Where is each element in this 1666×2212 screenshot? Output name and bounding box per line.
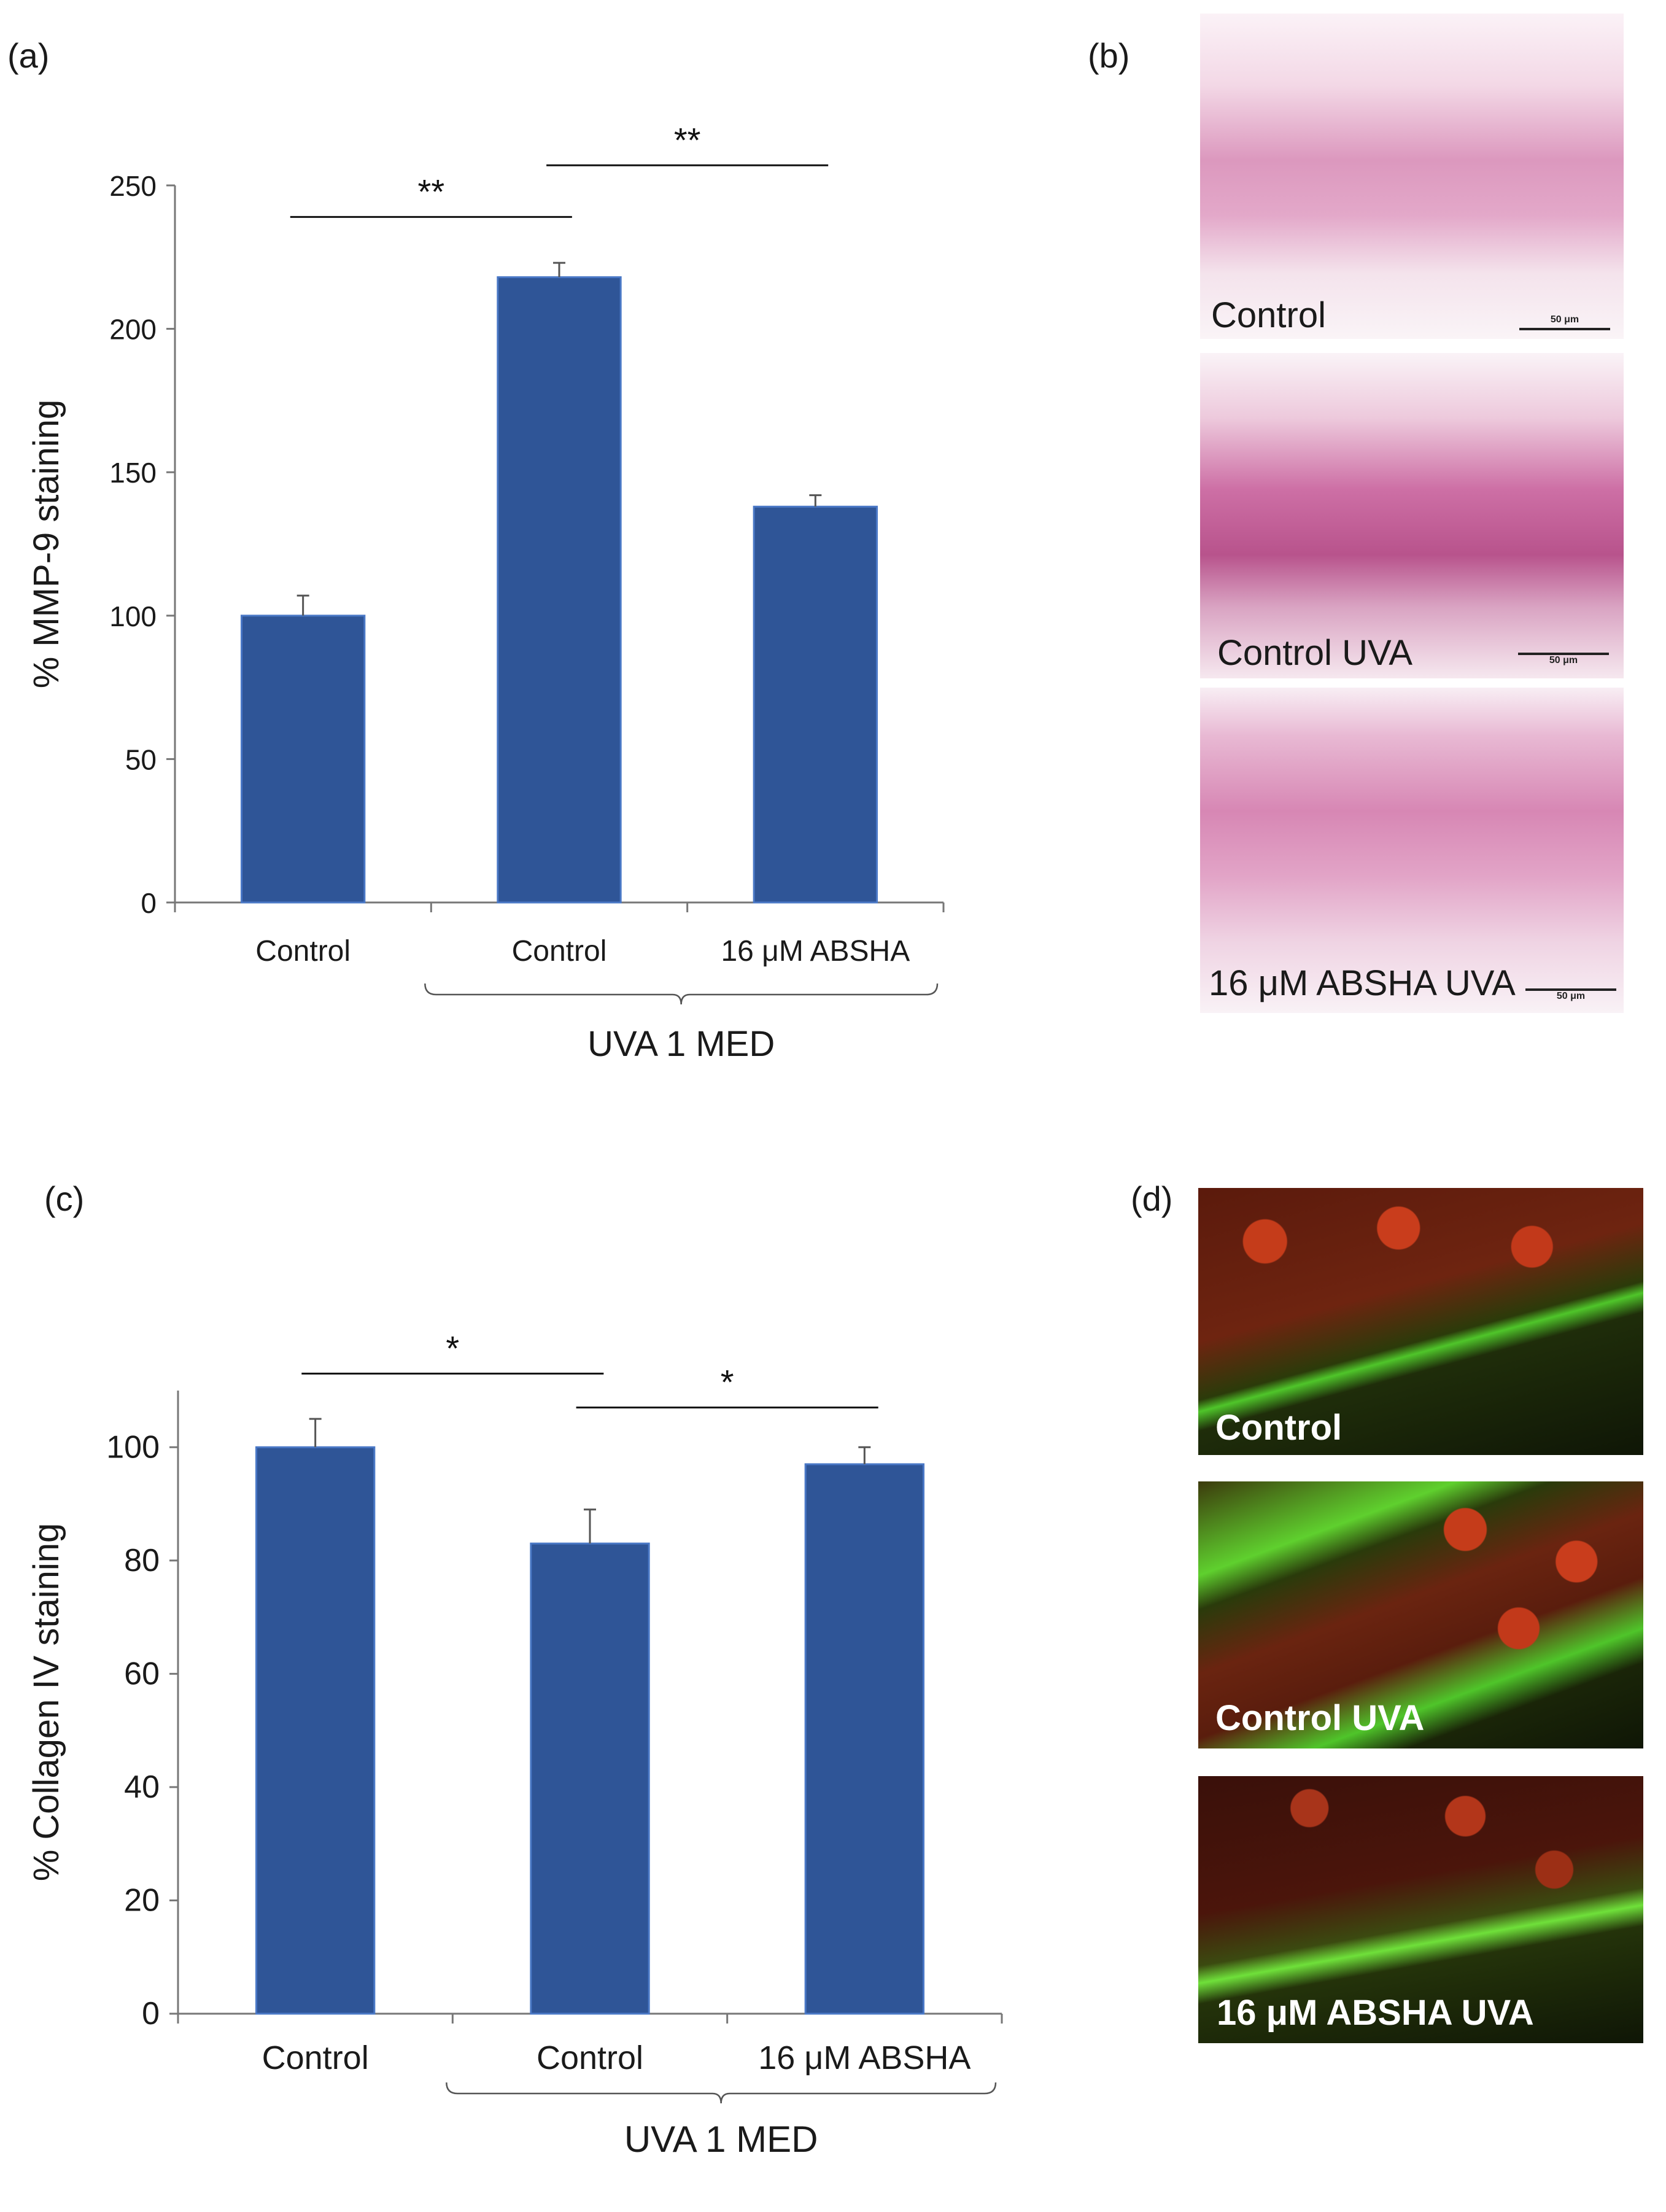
y-tick-label: 60 — [124, 1656, 160, 1691]
significance-marker: * — [446, 1329, 459, 1367]
bar — [241, 615, 366, 904]
y-tick-label: 100 — [109, 600, 157, 632]
x-category-label: 16 μM ABSHA — [721, 935, 910, 968]
y-tick-label: 0 — [142, 1996, 160, 2032]
micrograph-b-control-uva: Control UVA 50 μm — [1200, 353, 1624, 678]
group-brace — [446, 2082, 997, 2104]
scale-bar — [1519, 328, 1610, 330]
scale-bar-label: 50 μm — [1556, 991, 1586, 1001]
micrograph-d-control-uva: Control UVA — [1198, 1481, 1643, 1748]
x-category-label: Control — [512, 935, 607, 968]
x-category-label: 16 μM ABSHA — [758, 2039, 971, 2076]
bar — [497, 276, 622, 904]
y-tick-label: 150 — [109, 457, 157, 489]
significance-marker: ** — [674, 120, 701, 159]
y-tick-label: 250 — [109, 170, 157, 202]
scale-bar — [1518, 653, 1609, 655]
y-tick-label: 100 — [106, 1429, 160, 1465]
micrograph-d-absha-uva: 16 μM ABSHA UVA — [1198, 1776, 1643, 2043]
x-category-label: Control — [537, 2039, 643, 2076]
micrograph-b-absha-uva: 16 μM ABSHA UVA 50 μm — [1200, 688, 1624, 1013]
significance-marker: ** — [418, 172, 445, 211]
x-category-label: Control — [255, 935, 351, 968]
y-tick-label: 0 — [141, 887, 157, 919]
collagen-iv-bar-chart: 0 20 40 60 80 100 Control Control 16 μM ABSHA * * U… — [26, 1329, 1003, 2160]
panel-label-b: (b) — [1088, 36, 1130, 75]
mmp9-bar-chart: 0 50 100 150 200 250 Control Control 16 μM ABSHA… — [26, 120, 945, 1064]
y-tick-label: 50 — [125, 743, 157, 775]
bar — [753, 505, 878, 904]
micrograph-d-absha-uva-caption: 16 μM ABSHA UVA — [1217, 1993, 1534, 2033]
micrograph-d-control: Control — [1198, 1188, 1643, 1455]
scale-bar — [1525, 988, 1616, 991]
y-tick-label: 80 — [124, 1543, 160, 1578]
scale-bar-label: 50 μm — [1549, 655, 1578, 666]
micrograph-b-control-caption: Control — [1211, 295, 1326, 335]
micrograph-b-absha-uva-caption: 16 μM ABSHA UVA — [1209, 963, 1516, 1003]
group-label: UVA 1 MED — [587, 1024, 775, 1064]
scale-bar-label: 50 μm — [1550, 314, 1579, 325]
bar — [255, 1446, 376, 2015]
y-tick-label: 40 — [124, 1769, 160, 1805]
group-label: UVA 1 MED — [624, 2119, 818, 2160]
micrograph-b-control-uva-caption: Control UVA — [1217, 633, 1413, 673]
y-axis-label: % Collagen IV staining — [26, 1523, 66, 1882]
y-tick-label: 200 — [109, 314, 157, 346]
panel-label-d: (d) — [1131, 1179, 1173, 1218]
bar — [804, 1463, 925, 2015]
x-category-label: Control — [262, 2039, 369, 2076]
y-tick-label: 20 — [124, 1882, 160, 1918]
group-brace — [424, 983, 939, 1005]
panel-label-c: (c) — [44, 1179, 85, 1218]
bar — [530, 1542, 650, 2015]
panel-label-a: (a) — [7, 36, 50, 75]
micrograph-d-control-caption: Control — [1215, 1408, 1342, 1448]
significance-marker: * — [721, 1363, 734, 1402]
micrograph-d-control-uva-caption: Control UVA — [1215, 1698, 1425, 1738]
micrograph-b-control: Control 50 μm — [1200, 14, 1624, 339]
y-axis-label: % MMP-9 staining — [26, 400, 66, 689]
